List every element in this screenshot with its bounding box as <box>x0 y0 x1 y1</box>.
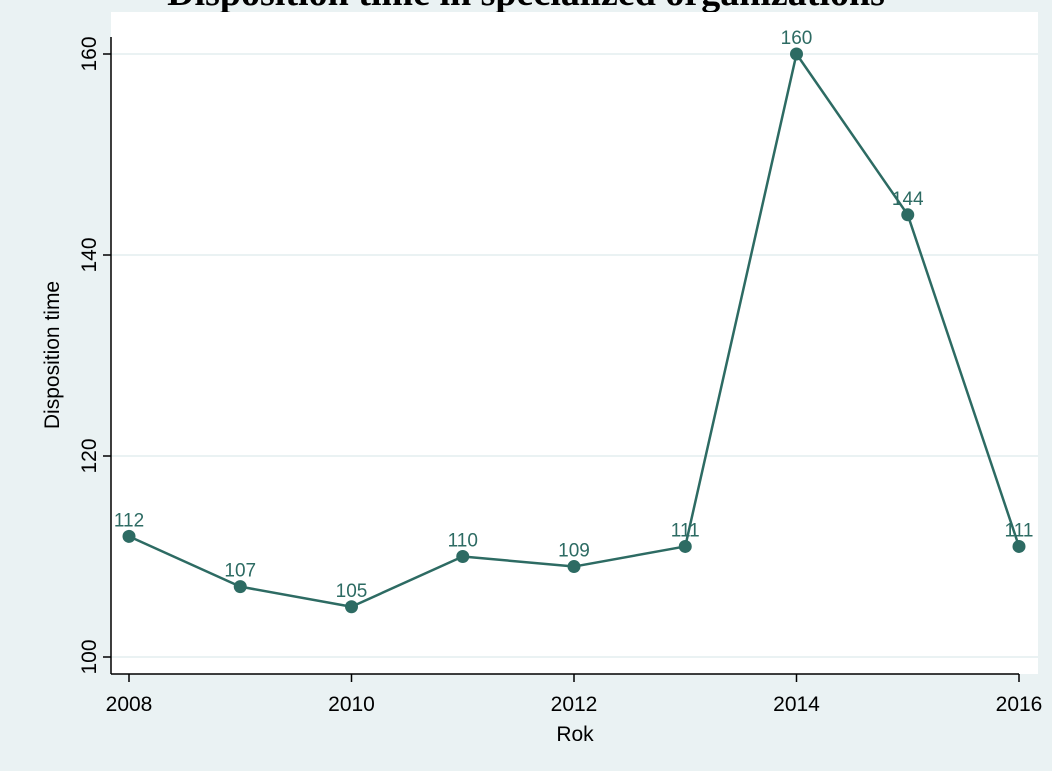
x-tick-label: 2012 <box>551 693 598 716</box>
x-tick-label: 2014 <box>773 693 820 716</box>
data-point <box>345 600 358 614</box>
data-point <box>567 560 581 574</box>
x-axis-label: Rok <box>556 723 594 746</box>
y-tick-label: 120 <box>78 438 101 473</box>
data-label: 111 <box>671 520 700 541</box>
data-label: 109 <box>558 541 590 562</box>
x-tick-label: 2016 <box>996 693 1043 716</box>
gridlines <box>111 53 1038 658</box>
axes: 100 120 140 160 2008 2010 2012 2014 2016 <box>78 36 1042 716</box>
x-tick-label: 2010 <box>328 693 375 716</box>
y-tick-label: 100 <box>78 639 101 674</box>
x-tick-label: 2008 <box>106 693 153 716</box>
data-point <box>456 550 470 563</box>
data-label: 105 <box>336 581 368 602</box>
data-label: 111 <box>1005 520 1034 541</box>
title-area: Disposition time in specialized organiza… <box>0 0 1052 12</box>
chart-title: Disposition time in specialized organiza… <box>0 0 1052 12</box>
data-point <box>233 580 247 594</box>
y-tick-label: 140 <box>78 237 101 272</box>
data-label: 160 <box>781 28 813 49</box>
data-point <box>122 529 136 543</box>
data-point <box>1012 539 1026 553</box>
y-axis-label: Disposition time <box>41 281 64 429</box>
data-label: 112 <box>114 510 144 531</box>
series-layer <box>122 47 1026 614</box>
data-point <box>790 47 803 61</box>
data-label: 107 <box>224 561 256 582</box>
data-labels: 112 107 105 110 109 111 160 144 111 <box>114 28 1034 602</box>
data-point <box>678 539 692 553</box>
data-label: 110 <box>448 531 478 552</box>
y-tick-label: 160 <box>78 36 101 71</box>
data-label: 144 <box>892 189 924 210</box>
data-point <box>901 208 915 222</box>
